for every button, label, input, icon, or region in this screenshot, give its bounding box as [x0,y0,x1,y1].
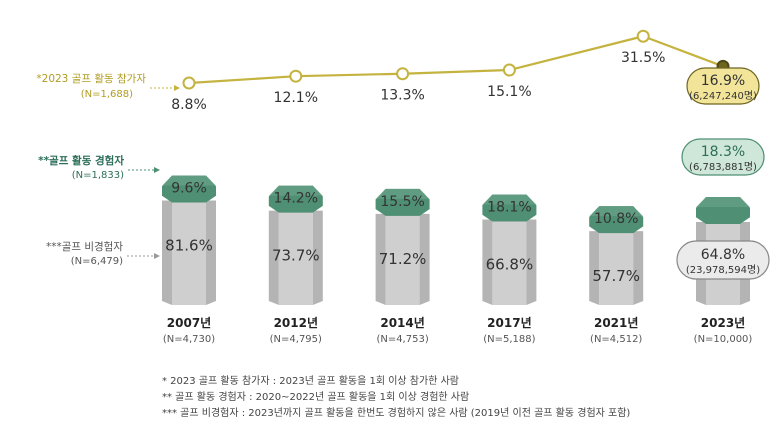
experienced-value-label: 9.6% [171,181,207,197]
bar-group-1 [268,185,323,305]
nonexp-value-label: 57.7% [592,267,640,285]
legend-experienced-n: (N=1,833) [72,170,124,181]
prism-bars [162,175,750,305]
nonexp-value-label: 73.7% [272,247,320,265]
nonexp-bar [385,213,420,305]
legend-nonexp-arrow [154,253,160,259]
legend-nonexp-n: (N=6,479) [71,256,123,267]
experienced-last-bubble-bg [681,138,765,176]
participant-value-label: 12.1% [274,90,318,106]
experienced-last-bubble: 18.3%(6,783,881명) [681,138,765,176]
footnote-2: ** 골프 활동 경험자 : 2020~2022년 골프 활동을 1회 이상 경… [162,390,469,403]
experienced-value-label: 15.5% [380,194,424,210]
experienced-value-label: 14.2% [274,191,318,207]
bar-group-3 [482,194,537,305]
x-tick-year: 2017년 [487,316,531,330]
legend-line-series-n: (N=1,688) [81,89,133,100]
experienced-bar-highlight [482,194,537,205]
x-tick-year: 2012년 [274,316,318,330]
nonexp-bar-left-face [375,213,386,305]
experienced-bar-highlight [696,197,750,208]
experienced-value-label: 18.1% [487,199,531,215]
participant-point [396,67,410,81]
legend-experienced-name: **골프 활동 경험자 [38,154,124,167]
x-tick-sample-size: (N=10,000) [694,334,753,345]
nonexp-value-label: 81.6% [165,237,213,255]
nonexp-bar-left-face [482,219,493,305]
nonexp-bar-left-face [589,231,600,305]
line-last-bubble: 16.9%(6,247,240명) [686,67,760,105]
x-tick-sample-size: (N=4,753) [376,334,428,345]
nonexp-bar-right-face [312,210,323,305]
x-tick-year: 2021년 [594,316,638,330]
nonexp-bar [492,219,527,305]
nonexp-value-label: 66.8% [486,255,534,273]
participant-point [636,29,650,43]
bar-group-2 [375,188,430,305]
line-last-bubble-count: (6,247,240명) [689,90,757,102]
nonexp-value-label: 71.2% [379,250,427,268]
nonexp-bar [599,231,634,305]
x-tick-year: 2014년 [380,316,424,330]
x-tick-year: 2007년 [167,316,211,330]
participant-value-label: 8.8% [171,97,207,113]
x-tick-sample-size: (N=4,795) [270,334,322,345]
footnote-3: *** 골프 비경험자 : 2023년까지 골프 활동을 한번도 경험하지 않은… [162,406,630,419]
nonexp-bar-right-face [419,213,430,305]
line-last-bubble-bg [686,67,760,105]
legend-experienced-arrow [154,167,160,173]
experienced-last-bubble-value: 18.3% [701,144,745,160]
nonexp-last-bubble-value: 64.8% [701,247,745,263]
nonexp-bar [172,200,206,305]
x-tick-sample-size: (N=5,188) [483,334,535,345]
value-labels: 81.6% 9.6% 73.7% 14.2% 71.2% 15.5% 66.8% 18.1% 5… [165,50,770,285]
participant-value-label: 31.5% [621,50,665,66]
participant-value-label: 15.1% [487,84,531,100]
nonexp-bar-left-face [162,200,172,305]
experienced-bar-highlight [589,206,644,217]
nonexp-last-bubble-count: (23,978,594명) [686,264,760,276]
nonexp-last-bubble-bg [676,240,770,280]
nonexp-last-bubble: 64.8%(23,978,594명) [676,240,770,280]
experienced-value-label: 10.8% [594,211,638,227]
x-axis-labels: 2007년 (N=4,730) 2012년 (N=4,795) 2014년 (N=4,75… [163,316,753,345]
participant-line-path [188,35,724,85]
x-tick-sample-size: (N=4,512) [590,334,642,345]
nonexp-bar-right-face [633,231,644,305]
nonexp-bar-right-face [526,219,537,305]
participant-line [182,29,730,90]
experienced-bar-highlight [375,188,430,199]
experienced-bar-highlight [162,175,216,186]
legend-nonexp-name: ***골프 비경험자 [46,240,123,253]
line-last-bubble-value: 16.9% [701,73,745,89]
bar-group-4 [589,206,644,305]
nonexp-bar-left-face [268,210,279,305]
bar-group-0 [162,175,216,305]
legend-line-series-arrow [174,85,180,91]
experienced-bar-highlight [268,185,323,196]
participant-point [502,63,516,77]
nonexp-bar [278,210,313,305]
legend-line-series-name: *2023 골프 활동 참가자 [36,72,146,85]
participant-point [289,69,303,83]
nonexp-bar-right-face [206,200,216,305]
footnote-1: * 2023 골프 활동 참가자 : 2023년 골프 활동을 1회 이상 참가… [162,374,459,387]
x-tick-year: 2023년 [701,316,745,330]
experienced-last-bubble-count: (6,783,881명) [689,161,757,173]
participant-point [182,76,196,90]
x-tick-sample-size: (N=4,730) [163,334,215,345]
participant-value-label: 13.3% [380,88,424,104]
